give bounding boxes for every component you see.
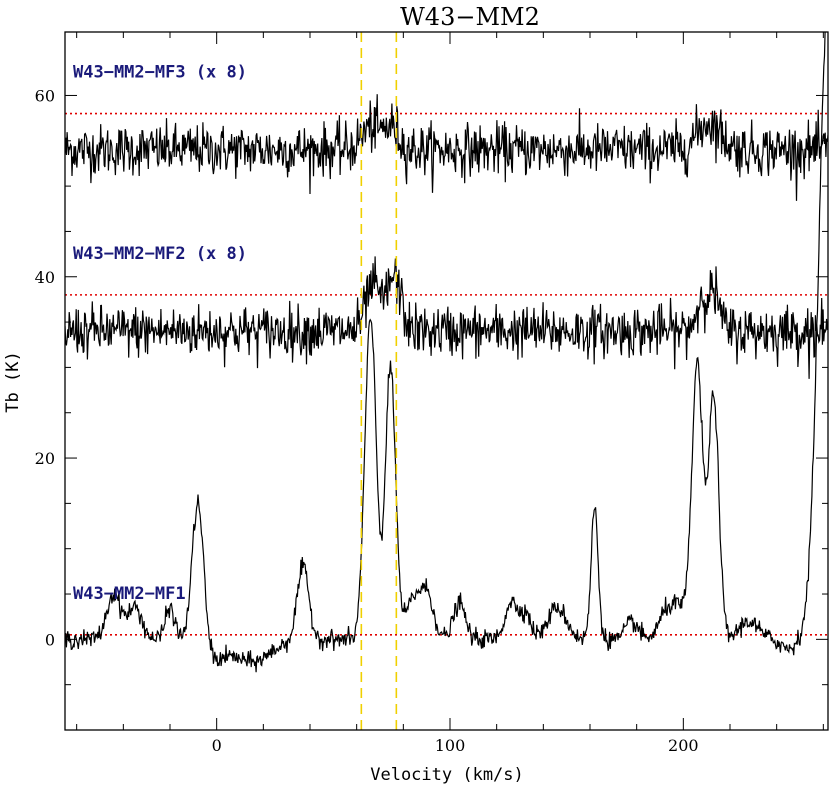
spectrum-line-3 (65, 32, 826, 673)
x-tick-label: 0 (212, 736, 222, 755)
chart-title: W43−MM2 (400, 3, 540, 31)
y-tick-label: 40 (35, 268, 55, 287)
y-tick-label: 60 (35, 86, 55, 105)
series-label-2: W43−MM2−MF2 (x 8) (73, 244, 247, 264)
plot-area: W43−MM2−MF3 (x 8) W43−MM2−MF2 (x 8) W43−MM… (35, 31, 829, 755)
x-axis-title: Velocity (km/s) (370, 765, 524, 785)
spectrum-line-2 (65, 256, 828, 379)
series-label-1: W43−MM2−MF3 (x 8) (73, 63, 247, 83)
x-tick-label: 200 (668, 736, 699, 755)
x-tick-label: 100 (435, 736, 466, 755)
plot-frame (64, 31, 829, 731)
y-tick-label: 20 (35, 449, 55, 468)
spectrum-line-1 (65, 94, 828, 201)
series-label-3: W43−MM2−MF1 (73, 584, 186, 604)
y-axis-title: Tb (K) (3, 351, 23, 412)
y-tick-label: 0 (45, 630, 55, 649)
